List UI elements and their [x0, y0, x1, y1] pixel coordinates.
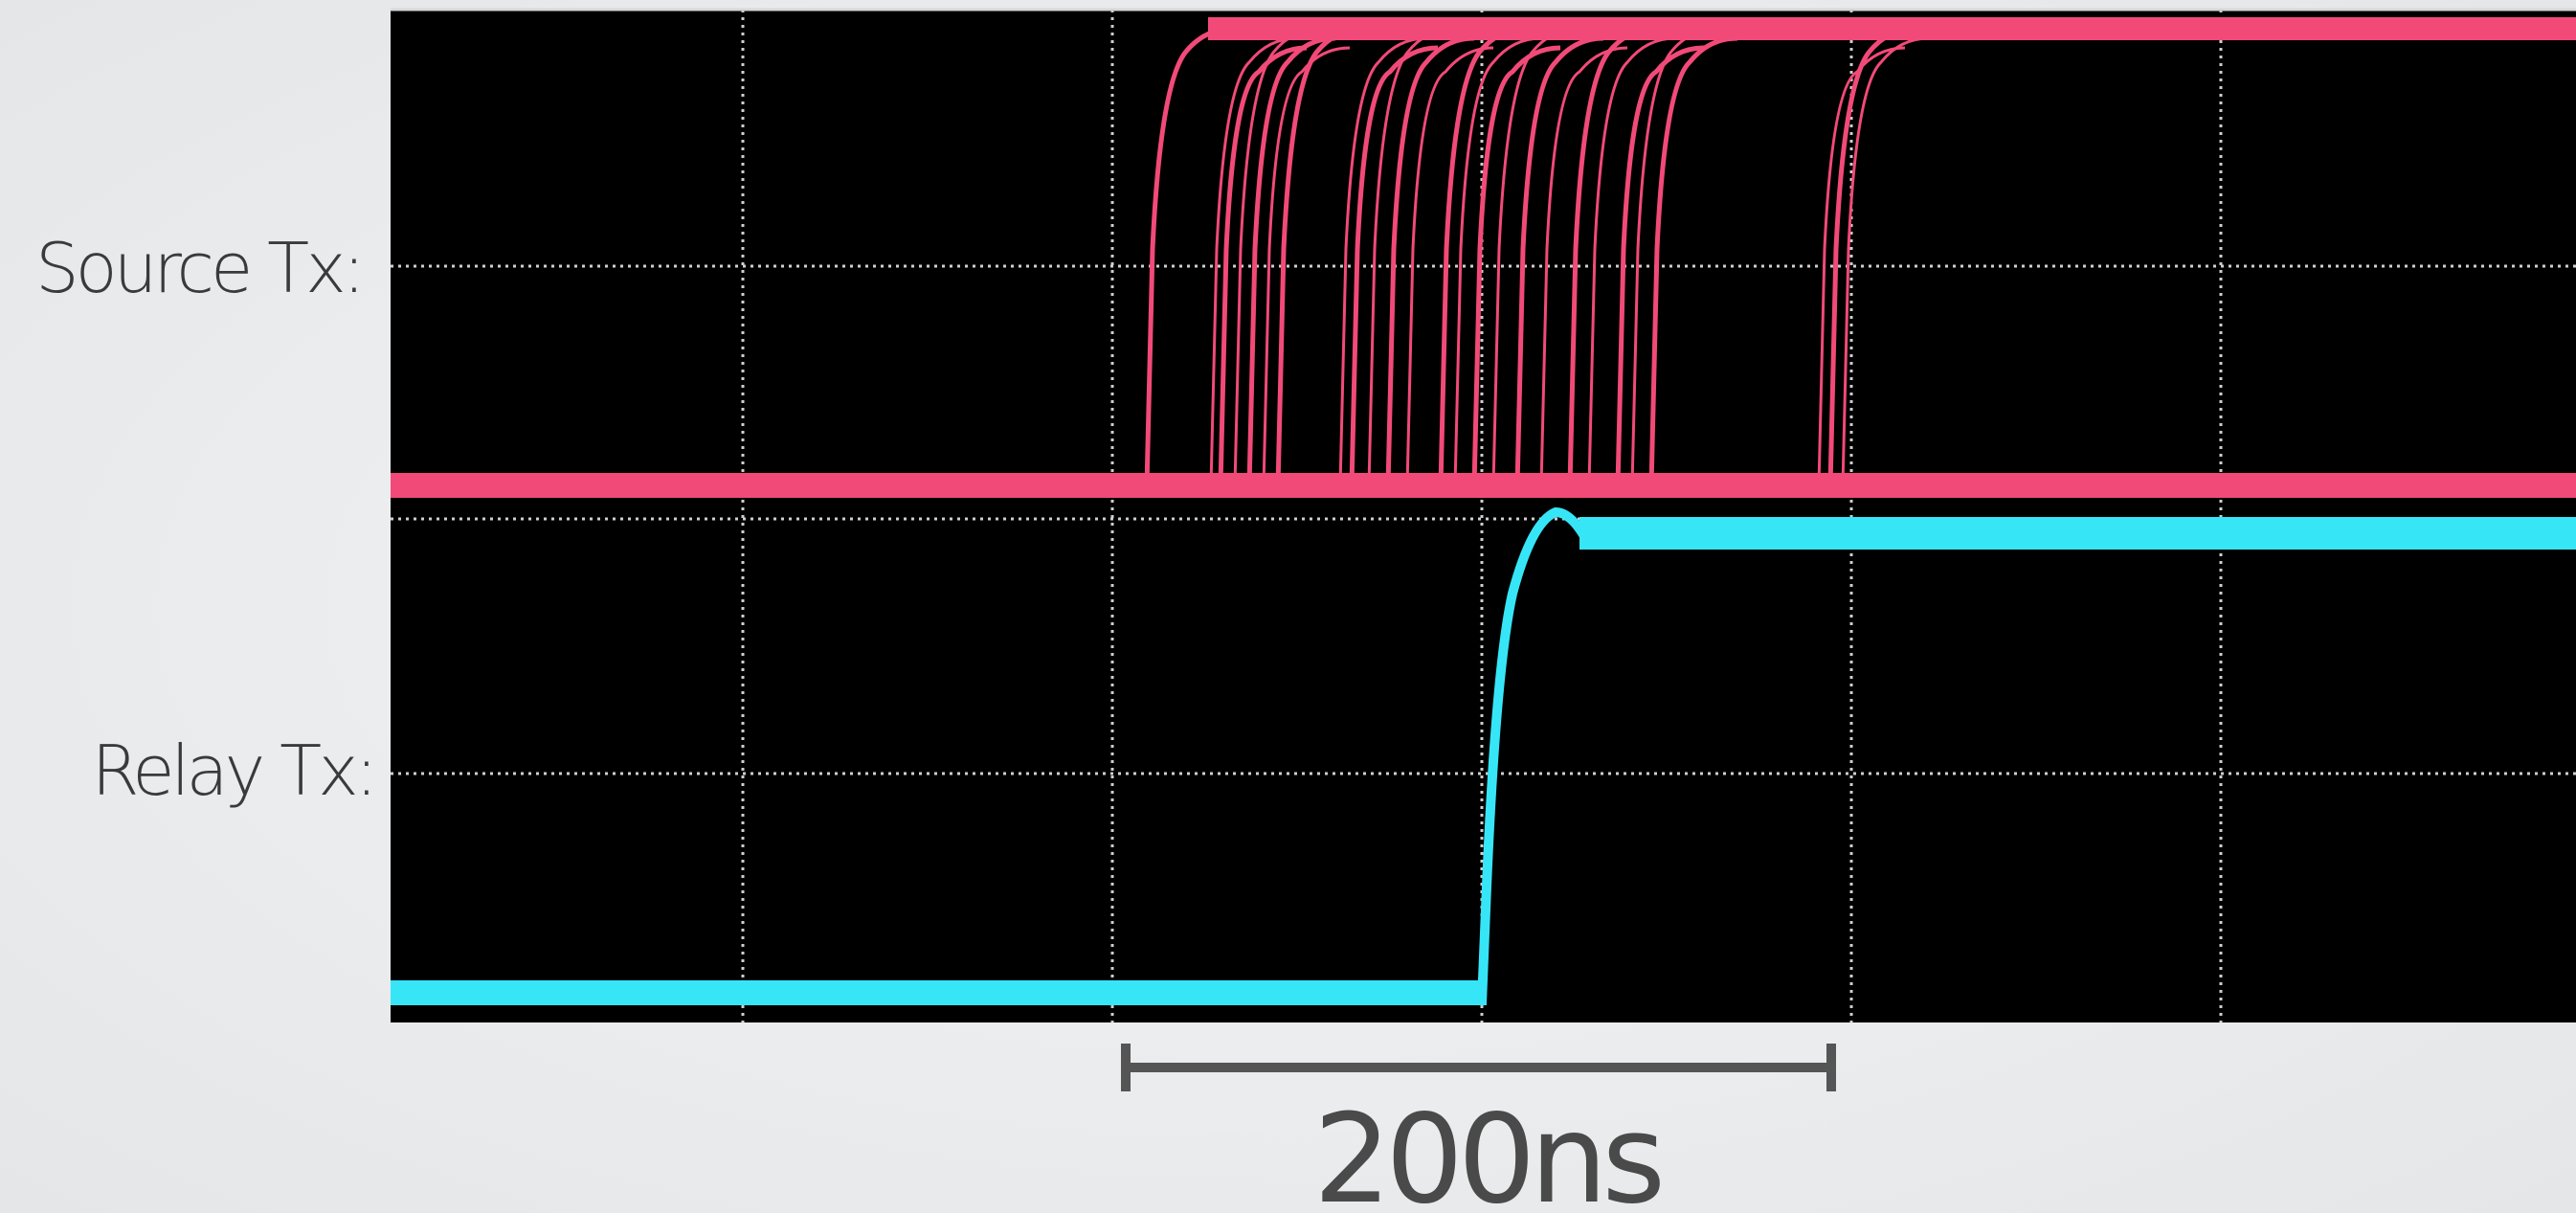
scale-label: 200ns: [1313, 1089, 1660, 1213]
relay-high: [1579, 517, 2576, 550]
source-label: Source Tx:: [35, 228, 362, 308]
source-high: [1208, 17, 2576, 40]
page: Source Tx: Relay Tx: 200ns (() => { cons…: [0, 0, 2576, 1213]
source-baseline: [391, 473, 2576, 498]
relay-label: Relay Tx:: [91, 730, 374, 811]
scale-bar: [1126, 1044, 1831, 1091]
relay-baseline: [391, 980, 1487, 1005]
slide: Source Tx: Relay Tx: 200ns: [0, 0, 2576, 1213]
